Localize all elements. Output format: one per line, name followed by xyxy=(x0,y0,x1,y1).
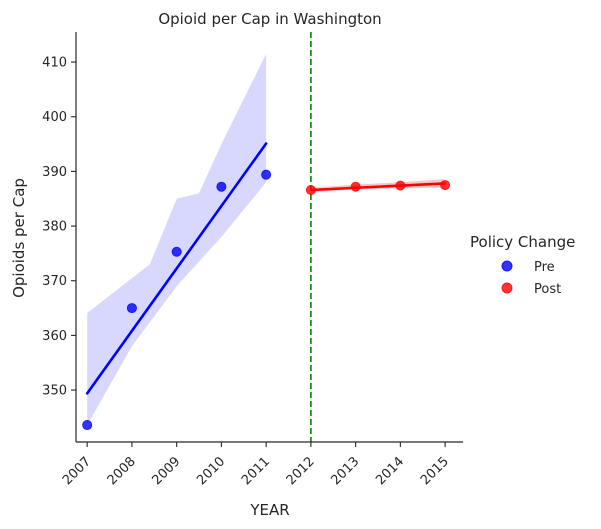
legend-marker-pre xyxy=(501,260,513,272)
data-point-pre-2009 xyxy=(171,246,182,257)
legend-label-post: Post xyxy=(534,282,561,297)
y-tick-label-390: 390 xyxy=(42,165,67,180)
fit-line-pre xyxy=(85,142,268,395)
x-tick-label-2012: 2012 xyxy=(284,454,318,488)
chart-title: Opioid per Cap in Washington xyxy=(158,10,381,28)
y-tick-label-410: 410 xyxy=(42,56,67,71)
y-tick-label-380: 380 xyxy=(42,220,67,235)
x-tick-label-2010: 2010 xyxy=(194,454,228,488)
data-point-post-2015 xyxy=(440,180,451,191)
x-tick-label-2015: 2015 xyxy=(418,454,452,488)
data-point-pre-2008 xyxy=(126,303,137,314)
data-point-pre-2010 xyxy=(216,181,227,192)
x-tick-label-2009: 2009 xyxy=(149,454,183,488)
y-tick-label-400: 400 xyxy=(42,110,67,125)
fit-line-post xyxy=(309,182,447,192)
y-tick-label-360: 360 xyxy=(42,329,67,344)
x-tick-label-2007: 2007 xyxy=(60,454,94,488)
legend: Policy Change Pre Post xyxy=(470,233,575,297)
plot-area: 350 360 370 380 390 400 410 2007 2008 2009 2010 201… xyxy=(42,32,463,488)
x-tick-label-2014: 2014 xyxy=(373,454,407,488)
legend-marker-post xyxy=(501,282,513,294)
legend-label-pre: Pre xyxy=(534,260,555,275)
y-tick-label-350: 350 xyxy=(42,384,67,399)
x-tick-label-2013: 2013 xyxy=(328,454,362,488)
x-tick-label-2011: 2011 xyxy=(239,454,273,488)
data-point-post-2014 xyxy=(395,180,406,191)
x-axis-title: YEAR xyxy=(249,501,289,519)
ci-band-pre xyxy=(87,53,267,426)
legend-title: Policy Change xyxy=(470,233,575,251)
y-axis-title: Opioids per Cap xyxy=(10,178,28,298)
data-point-pre-2007 xyxy=(82,420,93,431)
data-point-post-2013 xyxy=(350,181,361,192)
x-tick-label-2008: 2008 xyxy=(105,454,139,488)
data-point-pre-2011 xyxy=(261,169,272,180)
data-point-post-2012 xyxy=(305,184,316,195)
y-tick-label-370: 370 xyxy=(42,274,67,289)
